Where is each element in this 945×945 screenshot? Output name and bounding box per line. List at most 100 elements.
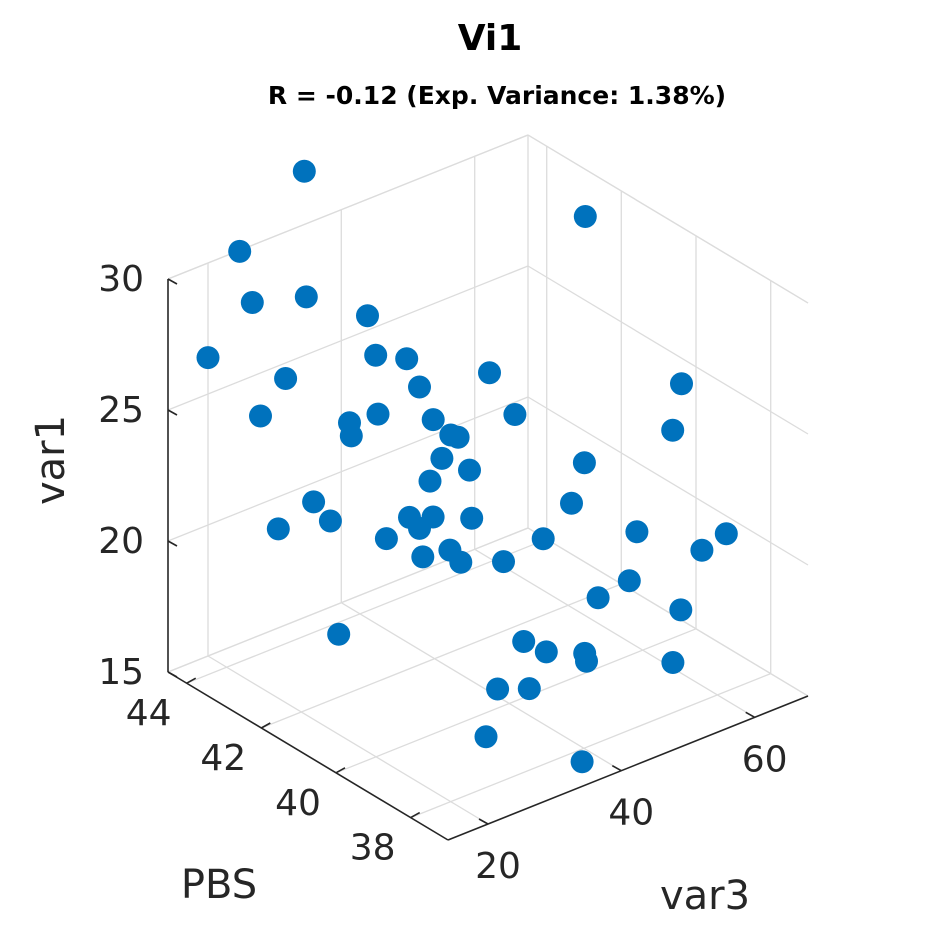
grid-line-y (410, 672, 771, 819)
z-tick-label: 30 (98, 259, 144, 300)
data-point (302, 490, 326, 514)
z-tick-mark (167, 671, 178, 678)
z-tick-mark (167, 409, 178, 416)
y-tick-label: 42 (200, 738, 246, 779)
z-axis-label: var1 (28, 415, 74, 505)
z-tick-label: 15 (98, 652, 144, 693)
data-point (292, 159, 316, 183)
data-point (196, 346, 220, 370)
y-tick-label: 38 (350, 828, 396, 869)
data-point (560, 491, 583, 515)
data-point (478, 361, 501, 385)
grid-line-z (527, 396, 809, 566)
data-point (670, 372, 693, 396)
grid-lines (167, 134, 809, 825)
grid-line-z (167, 265, 529, 411)
data-point (617, 569, 641, 593)
y-tick-mark (410, 811, 421, 819)
data-point (486, 677, 510, 701)
data-point (460, 506, 484, 530)
y-axis-line (167, 671, 449, 841)
data-point (474, 725, 498, 749)
data-point (517, 677, 541, 701)
grid-line-z (527, 527, 809, 697)
x-axis-line (447, 695, 809, 841)
data-point (690, 538, 714, 562)
data-point (274, 367, 298, 390)
grid-line-y (261, 583, 622, 729)
y-axis-label: PBS (181, 862, 257, 908)
grid-line-y (335, 628, 697, 774)
z-tick-mark (167, 278, 178, 285)
data-point (418, 469, 442, 493)
x-tick-label: 40 (608, 793, 654, 834)
grid-line-x (340, 602, 622, 772)
x-tick-mark (611, 765, 622, 772)
data-point (661, 651, 685, 674)
grid-line-z (167, 527, 529, 673)
x-tick-mark (478, 818, 489, 825)
data-point (573, 205, 597, 228)
grid-line-x (207, 655, 489, 825)
grid-line-z (167, 396, 529, 542)
data-point (411, 545, 435, 569)
chart-title: Vi1 (458, 18, 523, 59)
data-point (430, 446, 454, 470)
x-tick-label: 20 (475, 846, 521, 887)
data-point (356, 304, 379, 328)
data-point (374, 527, 398, 551)
z-tick-label: 25 (98, 390, 144, 431)
data-point (570, 750, 594, 774)
data-point (714, 522, 738, 546)
chart-subtitle: R = -0.12 (Exp. Variance: 1.38%) (268, 81, 726, 110)
x-tick-label: 60 (742, 739, 788, 780)
grid-line-x (474, 548, 756, 718)
grid-line-z (167, 134, 529, 280)
data-point (398, 505, 421, 529)
y-tick-mark (335, 767, 346, 774)
data-point (327, 622, 351, 646)
x-tick-mark (745, 711, 756, 718)
axis-lines (167, 278, 809, 841)
data-point (318, 509, 342, 533)
data-point (534, 640, 558, 664)
data-point (294, 285, 318, 309)
data-point (661, 418, 685, 442)
z-tick-label: 20 (98, 521, 144, 562)
y-tick-label: 44 (126, 693, 172, 734)
data-point (503, 403, 527, 426)
data-points (196, 159, 738, 774)
data-point (228, 239, 252, 263)
data-point (625, 520, 649, 544)
data-point (531, 527, 555, 551)
data-point (366, 402, 390, 426)
data-point (458, 458, 481, 482)
data-point (439, 423, 463, 447)
data-point (395, 347, 419, 371)
data-point (573, 641, 597, 665)
data-point (266, 517, 290, 541)
data-point (492, 550, 515, 574)
data-point (586, 586, 610, 610)
y-tick-mark (186, 677, 197, 684)
y-tick-mark (260, 722, 271, 729)
data-point (421, 408, 445, 432)
grid-line-z (527, 134, 809, 304)
data-point (408, 375, 431, 399)
grid-line-z (527, 265, 809, 435)
y-tick-label: 40 (275, 783, 321, 824)
grid-line-y (186, 538, 547, 684)
data-point (512, 630, 536, 653)
z-tick-mark (167, 540, 178, 547)
data-point (338, 411, 361, 435)
data-point (421, 505, 445, 529)
data-point (249, 404, 272, 428)
data-point (240, 291, 264, 314)
data-point (572, 451, 596, 475)
data-point (669, 598, 693, 622)
data-point (449, 550, 473, 574)
data-point (364, 343, 388, 367)
x-axis-label: var3 (660, 873, 750, 919)
